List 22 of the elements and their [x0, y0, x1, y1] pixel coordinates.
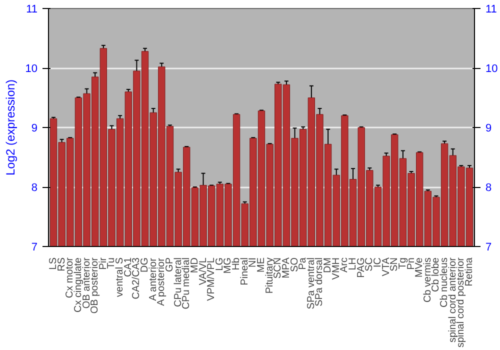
x-tick-label: IC	[372, 258, 384, 268]
y-axis-title: Log2 (expression)	[3, 79, 18, 176]
x-tick-label: spinal cord posterior	[456, 256, 467, 348]
y-tick-label: 7	[31, 242, 38, 254]
y2-tick-label: 10	[486, 63, 498, 75]
y-tick-label: 8	[31, 182, 38, 194]
y2-tick-label: 9	[486, 122, 492, 134]
x-tick-label: Tg	[397, 258, 408, 270]
x-tick-label: Pituitary	[264, 258, 276, 294]
y-tick-label: 9	[31, 122, 38, 134]
y2-tick-label: 11	[486, 4, 497, 16]
y2-tick-label: 8	[486, 182, 492, 194]
x-tick-label: ME	[256, 257, 267, 272]
x-tick-label: Retina	[464, 257, 476, 286]
x-tick-label: MPA	[280, 257, 292, 278]
x-tick-label: Cx cingulate	[72, 257, 84, 313]
x-tick-label: LS	[48, 257, 59, 270]
y-tick-label: 11	[26, 4, 38, 16]
x-tick-label: RS	[56, 257, 68, 272]
y2-tick-label: 7	[486, 242, 492, 254]
x-tick-label: OB posterior	[90, 256, 101, 314]
y-tick-label: 10	[25, 63, 38, 75]
